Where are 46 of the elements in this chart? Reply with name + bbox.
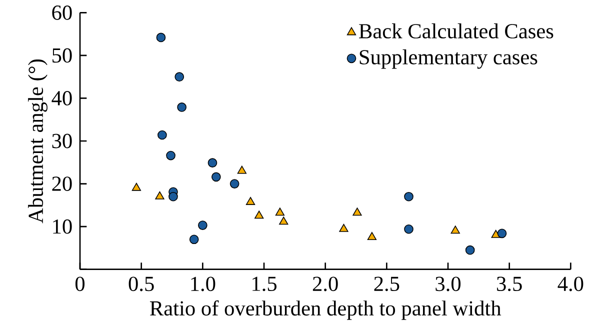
x-tick-label: 4.0 [558, 276, 584, 292]
point [404, 224, 414, 234]
point [279, 216, 288, 225]
point [497, 228, 507, 238]
y-axis-title: Abutment angle (°) [28, 59, 48, 224]
x-tick-label: 0.5 [128, 276, 154, 292]
point [198, 220, 208, 230]
x-tick-label: 3.0 [436, 276, 461, 292]
point [166, 150, 176, 160]
point [465, 245, 475, 255]
point [367, 232, 377, 240]
point [156, 32, 166, 42]
point [168, 192, 178, 202]
y-tick-label: 30 [52, 134, 72, 148]
y-tick-label: 20 [52, 176, 72, 191]
point [177, 102, 186, 112]
point [155, 191, 164, 200]
point [158, 130, 167, 140]
point [230, 179, 240, 188]
point [404, 192, 414, 202]
x-tick-label: 2.5 [374, 276, 400, 292]
x-tick-label: 1.5 [252, 276, 276, 292]
point [339, 224, 348, 232]
x-tick-label: 0 [75, 276, 85, 292]
point [254, 210, 264, 219]
x-tick-label: 2.0 [312, 276, 338, 292]
point [174, 72, 184, 82]
point [491, 230, 500, 238]
legend-label: Supplementary cases [360, 49, 538, 69]
y-tick-label: 50 [52, 48, 72, 63]
point [132, 182, 141, 191]
x-tick-label: 3.5 [497, 276, 522, 292]
y-tick-label: 60 [52, 5, 72, 20]
point [352, 208, 362, 216]
x-axis-title: Ratio of overburden depth to panel width [150, 300, 502, 320]
y-tick-label: 10 [53, 219, 72, 234]
point [237, 166, 246, 174]
point [246, 196, 256, 205]
y-tick-label: 40 [52, 91, 72, 106]
point [211, 172, 221, 182]
point [275, 208, 285, 216]
x-tick-label: 1.0 [191, 276, 216, 292]
point [450, 226, 460, 234]
point [189, 234, 199, 244]
legend-label: Back Calculated Cases [359, 23, 554, 38]
point [208, 158, 218, 168]
